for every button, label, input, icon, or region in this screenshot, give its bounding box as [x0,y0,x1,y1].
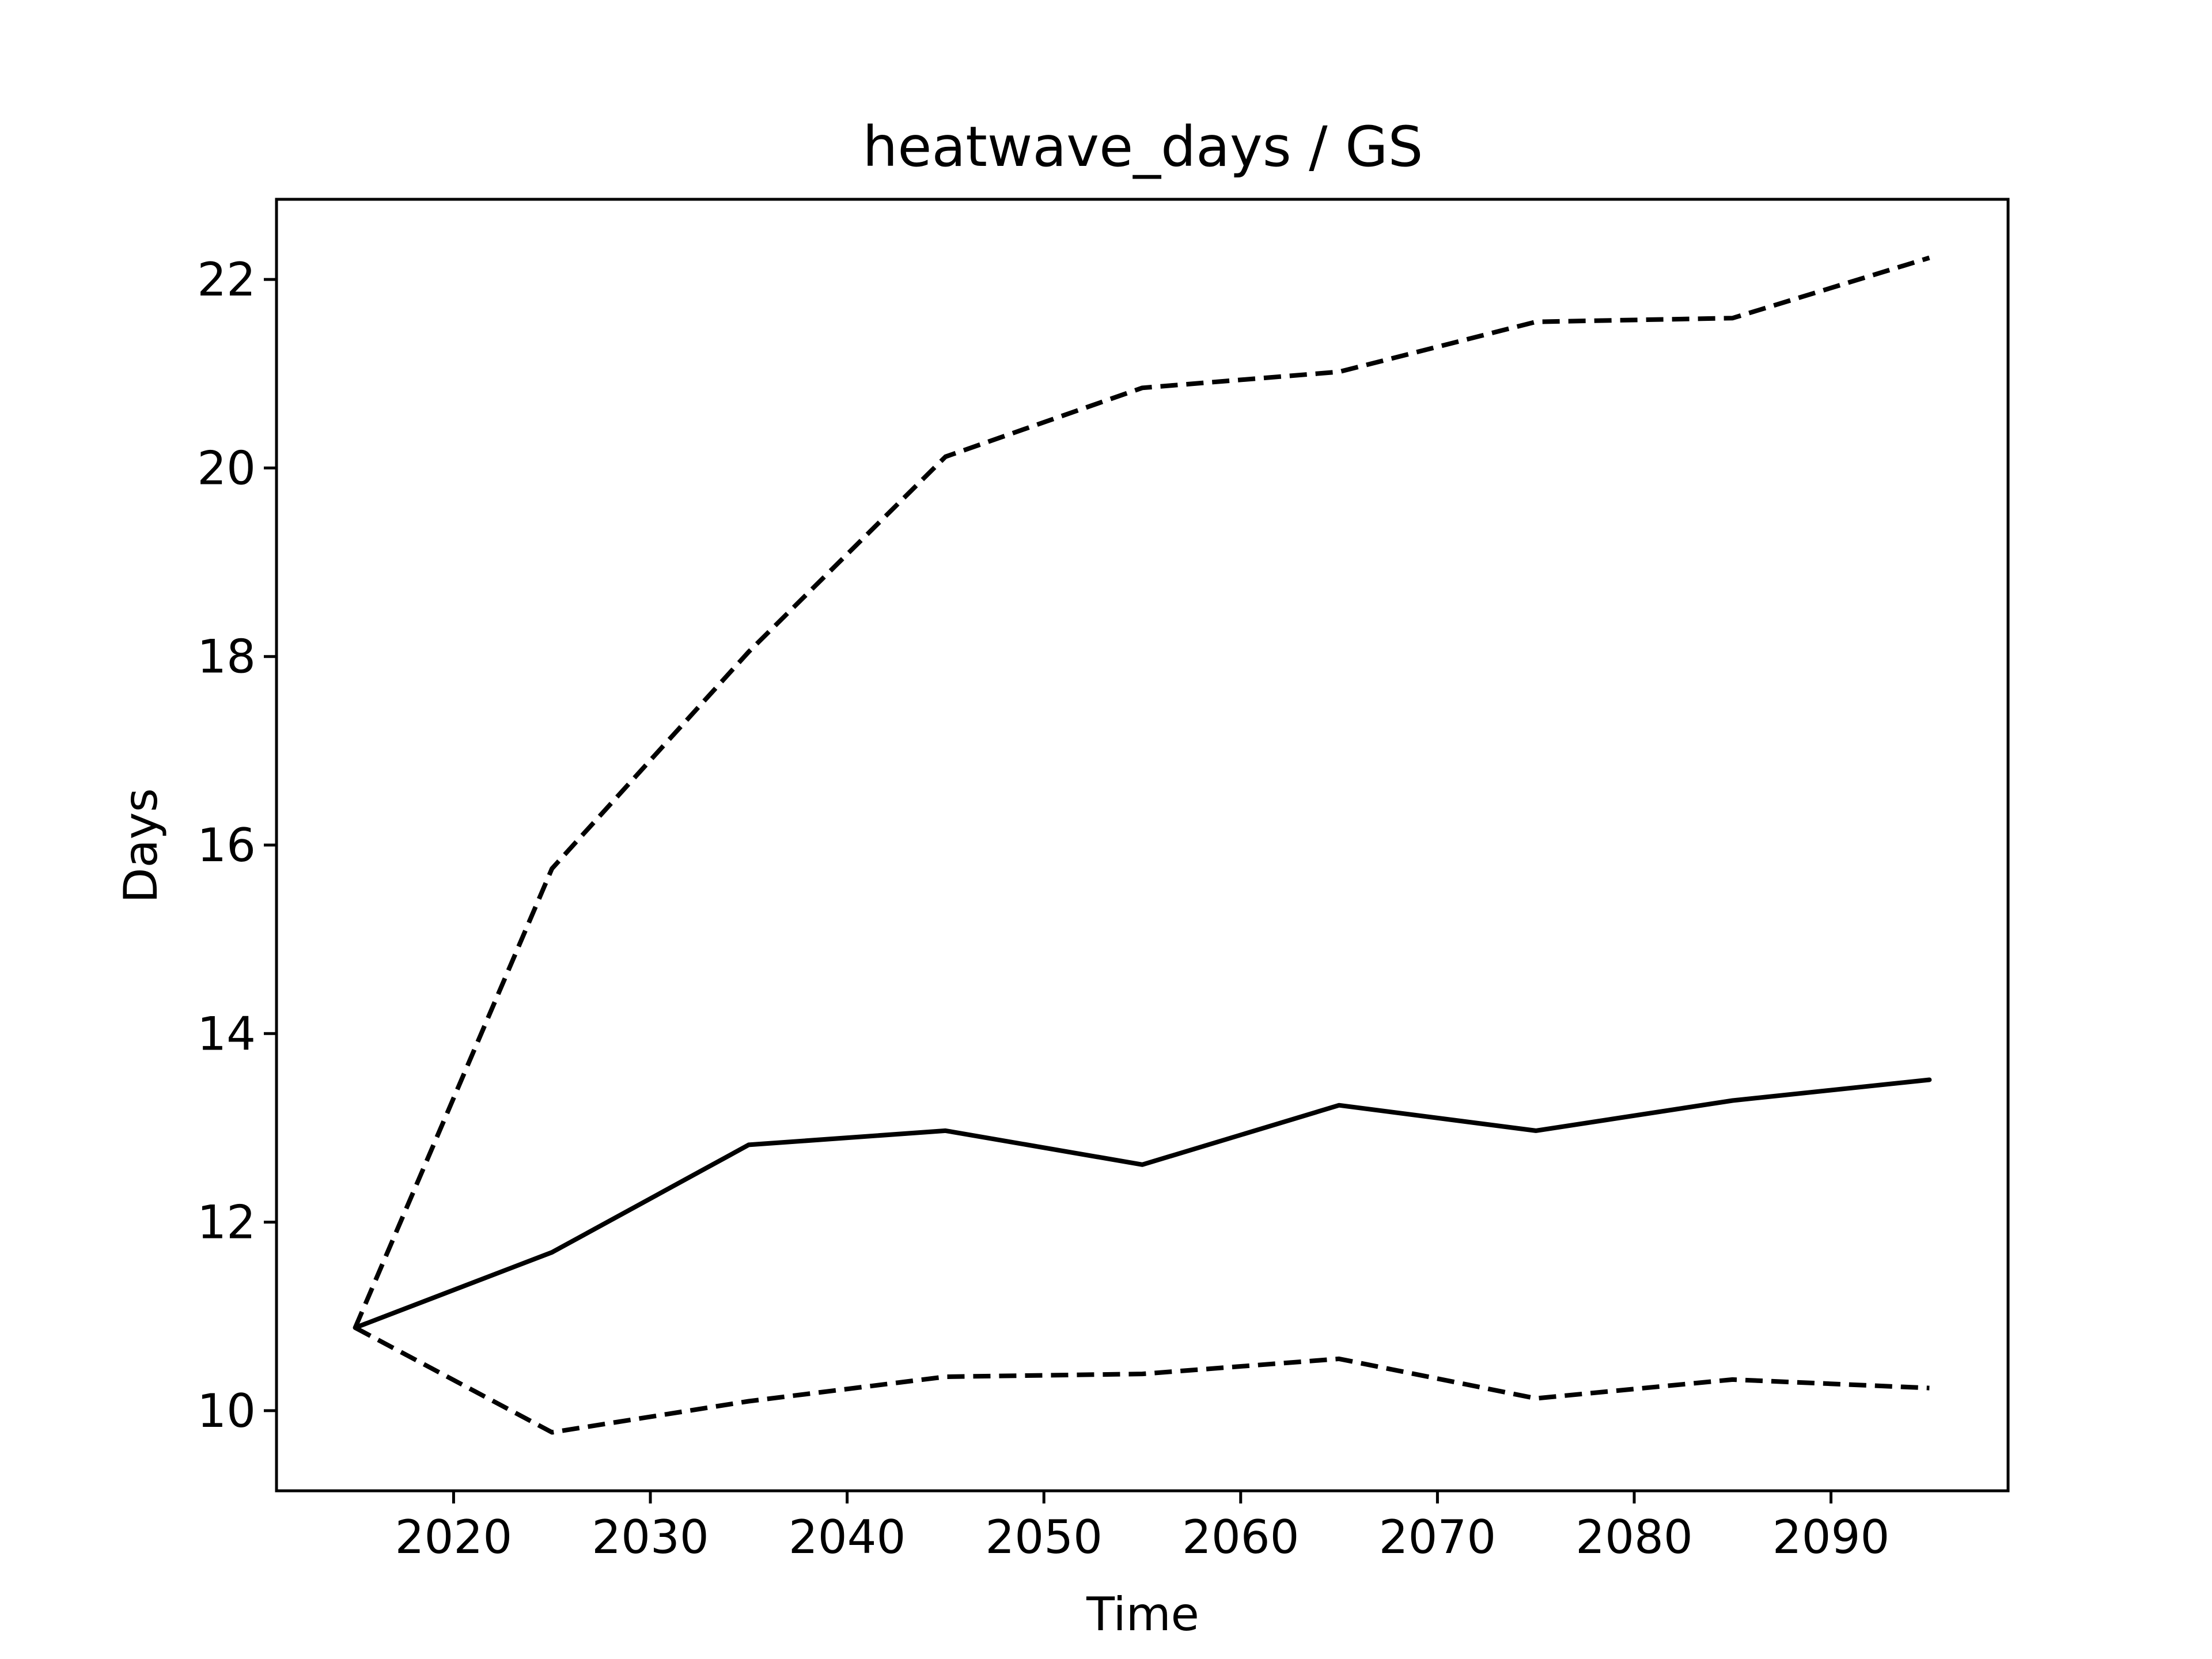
y-tick-label: 16 [197,819,256,872]
x-tick-label: 2040 [789,1510,906,1564]
x-axis: 2020 2030 2040 2050 2060 2070 2080 2090 [395,1491,1890,1564]
x-axis-label: Time [1086,1588,1199,1641]
y-tick-label: 14 [197,1007,256,1060]
y-tick-label: 10 [197,1384,256,1438]
y-axis-label: Days [114,788,168,903]
series-line-3 [354,1325,1930,1435]
x-tick-label: 2090 [1772,1510,1890,1564]
series-layer [353,255,1932,1435]
y-tick-label: 22 [197,253,256,306]
y-tick-label: 18 [197,630,256,684]
x-tick-label: 2030 [592,1510,709,1564]
y-axis: 10 12 14 16 18 20 22 [197,253,276,1438]
x-tick-label: 2070 [1379,1510,1497,1564]
series-line-1 [353,1077,1932,1330]
y-tick-label: 12 [197,1196,256,1249]
x-tick-label: 2080 [1575,1510,1693,1564]
y-tick-label: 20 [197,441,256,495]
chart-title: heatwave_days / GS [863,115,1423,179]
series-line-2 [353,255,1930,1329]
x-tick-label: 2050 [985,1510,1103,1564]
x-tick-label: 2020 [395,1510,513,1564]
x-tick-label: 2060 [1182,1510,1300,1564]
